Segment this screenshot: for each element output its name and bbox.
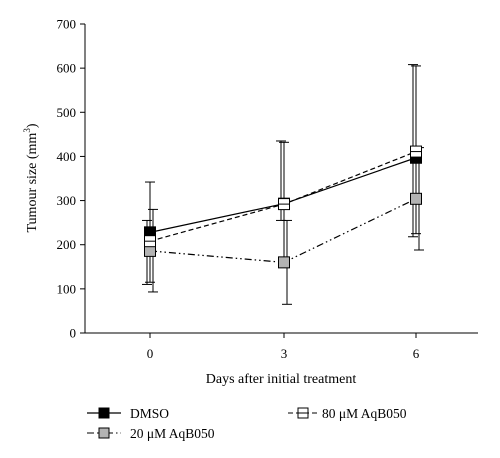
y-tick-label: 600 <box>57 61 77 76</box>
y-axis-title: Tumour size (mm3) <box>22 123 40 232</box>
y-axis-title-main: Tumour size (mm <box>25 133 40 233</box>
x-tick-label: 0 <box>147 346 154 361</box>
x-tick-label: 6 <box>413 346 420 361</box>
legend-marker-dmso <box>98 407 110 419</box>
y-axis-title-superscript: 3 <box>22 128 32 133</box>
y-axis-title-end: ) <box>25 123 40 128</box>
legend-marker-20um <box>98 427 110 439</box>
legend-label-20um: 20 μM AqB050 <box>130 426 215 441</box>
x-ticks: 0 3 6 <box>147 333 420 361</box>
series-2 <box>148 147 424 305</box>
series-2-point <box>410 192 422 205</box>
series-1 <box>145 65 421 283</box>
legend-entry-dmso: DMSO <box>87 406 169 421</box>
y-ticks: 0 100 200 300 400 500 600 700 <box>57 17 85 341</box>
series-layer <box>142 64 424 305</box>
series-1-line <box>149 157 417 233</box>
y-tick-label: 400 <box>57 149 77 164</box>
legend-entry-20um: 20 μM AqB050 <box>87 426 215 441</box>
series-3-line <box>149 151 417 242</box>
y-tick-label: 300 <box>57 193 77 208</box>
legend: DMSO 20 μM AqB050 80 μM AqB050 <box>87 406 407 441</box>
y-tick-label: 700 <box>57 17 77 32</box>
legend-label-dmso: DMSO <box>130 406 169 421</box>
y-tick-label: 200 <box>57 237 77 252</box>
y-tick-label: 100 <box>57 281 77 296</box>
series-3 <box>142 64 418 285</box>
y-tick-label: 500 <box>57 105 77 120</box>
legend-entry-80um: 80 μM AqB050 <box>288 406 407 421</box>
legend-label-80um: 80 μM AqB050 <box>322 406 407 421</box>
series-2-point <box>278 256 290 269</box>
series-3-markers <box>144 145 422 248</box>
y-tick-label: 0 <box>70 326 77 341</box>
x-tick-label: 3 <box>281 346 288 361</box>
x-axis-title: Days after initial treatment <box>206 372 357 387</box>
